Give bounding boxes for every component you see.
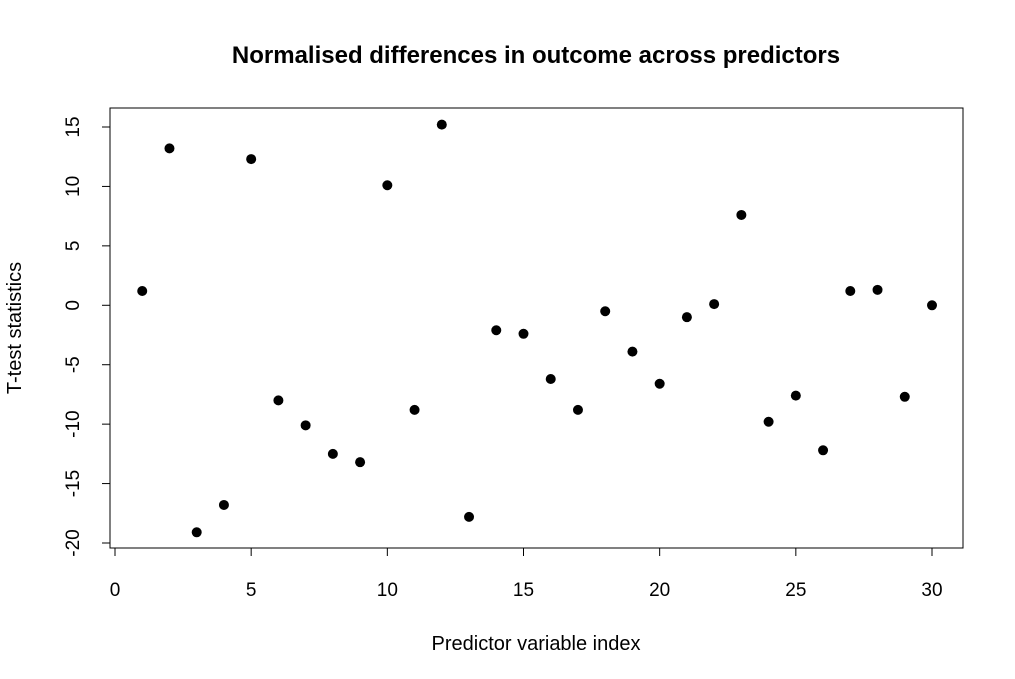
x-tick-label: 25 xyxy=(785,580,806,601)
data-point xyxy=(518,328,529,339)
data-point xyxy=(899,391,910,402)
data-point xyxy=(927,300,937,311)
data-point xyxy=(137,286,148,297)
data-point xyxy=(355,457,366,468)
x-tick-label: 20 xyxy=(649,580,670,601)
data-point xyxy=(491,325,502,336)
data-point xyxy=(654,378,665,389)
x-axis: 0 5 10 15 20 25 30 xyxy=(110,547,943,601)
data-point xyxy=(273,395,284,406)
data-point xyxy=(409,404,420,415)
x-tick-label: 15 xyxy=(513,580,534,601)
y-axis: -20 -15 -10 -5 0 5 10 15 xyxy=(63,116,111,557)
data-point xyxy=(763,416,774,427)
y-tick-label: 0 xyxy=(63,300,84,311)
x-tick-label: 10 xyxy=(377,580,398,601)
data-point xyxy=(191,527,202,538)
data-point xyxy=(627,346,638,357)
x-tick-label: 5 xyxy=(246,580,257,601)
data-point xyxy=(246,154,257,165)
chart-title: Normalised differences in outcome across… xyxy=(232,42,840,69)
y-tick-label: 15 xyxy=(63,116,84,137)
x-axis-label: Predictor variable index xyxy=(432,633,641,655)
plot-frame xyxy=(109,107,964,549)
data-point xyxy=(845,286,856,297)
data-point xyxy=(464,511,475,522)
x-tick-label: 0 xyxy=(110,580,121,601)
y-tick-label: -20 xyxy=(63,529,84,556)
y-tick-label: 10 xyxy=(63,176,84,197)
data-point xyxy=(300,420,311,431)
data-point xyxy=(327,448,338,459)
data-point xyxy=(736,209,747,220)
y-tick-label: 5 xyxy=(63,241,84,252)
data-point xyxy=(790,390,801,401)
data-point xyxy=(218,499,229,510)
data-point xyxy=(600,306,611,317)
data-point xyxy=(545,373,556,384)
y-tick-label: -5 xyxy=(63,356,84,373)
data-points xyxy=(137,119,937,538)
y-tick-label: -10 xyxy=(63,410,84,437)
y-axis-label: T-test statistics xyxy=(4,262,26,394)
data-point xyxy=(709,299,720,310)
data-point xyxy=(382,180,393,191)
y-tick-label: -15 xyxy=(63,470,84,497)
data-point xyxy=(436,119,447,130)
data-point xyxy=(872,284,883,295)
data-point xyxy=(572,404,583,415)
data-point xyxy=(818,445,829,456)
data-point xyxy=(681,312,692,323)
x-tick-label: 30 xyxy=(921,580,942,601)
data-point xyxy=(164,143,175,154)
